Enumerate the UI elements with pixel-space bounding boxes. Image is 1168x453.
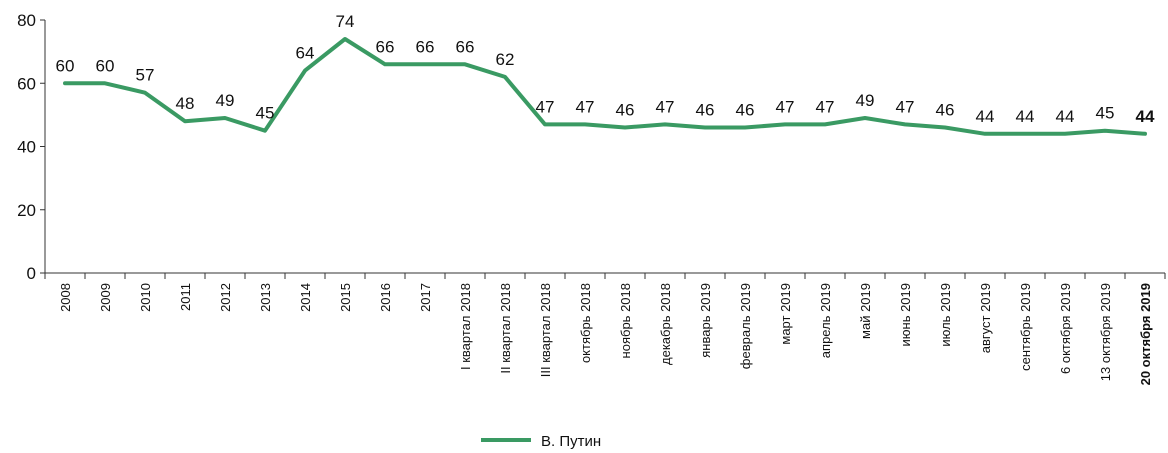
y-tick-label: 60 [17, 74, 36, 93]
x-tick-label: 2010 [138, 283, 153, 312]
axes [44, 20, 1165, 274]
x-tick-label: июль 2019 [938, 283, 953, 347]
x-tick-label: март 2019 [778, 283, 793, 345]
x-tick-label: III квартал 2018 [538, 283, 553, 377]
data-label: 74 [336, 12, 355, 31]
x-tick-label: 2017 [418, 283, 433, 312]
data-label: 66 [456, 37, 475, 56]
data-label: 44 [1056, 107, 1075, 126]
data-label: 47 [816, 97, 835, 116]
x-tick-label: 2014 [298, 283, 313, 312]
data-label: 57 [136, 66, 155, 85]
data-label: 45 [1096, 104, 1115, 123]
data-label: 44 [1136, 107, 1155, 126]
x-tick-label: 2011 [178, 283, 193, 311]
y-axis-ticks: 0 20 40 60 80 [17, 11, 45, 283]
x-tick-label: 2013 [258, 283, 273, 312]
data-labels: 60 60 57 48 49 45 64 74 66 66 66 62 47 47 46 47 46 46 47 47… [56, 12, 1155, 126]
data-label: 64 [296, 44, 315, 63]
x-tick-label: 6 октября 2019 [1058, 283, 1073, 374]
legend-label: В. Путин [541, 433, 601, 450]
x-tick-label: 2015 [338, 283, 353, 312]
x-tick-label: I квартал 2018 [458, 283, 473, 370]
x-tick-label: июнь 2019 [898, 283, 913, 347]
x-tick-label: октябрь 2018 [578, 283, 593, 363]
data-label: 45 [256, 104, 275, 123]
data-label: 47 [576, 97, 595, 116]
data-label: 60 [96, 56, 115, 75]
data-label: 47 [656, 97, 675, 116]
data-label: 46 [936, 101, 955, 120]
x-tick-label: ноябрь 2018 [618, 283, 633, 358]
series-line [63, 37, 1147, 136]
series-lines [63, 37, 1147, 136]
data-label: 47 [896, 97, 915, 116]
x-tick-label: январь 2019 [698, 283, 713, 358]
y-tick-label: 20 [17, 201, 36, 220]
data-label: 44 [1016, 107, 1035, 126]
data-label: 47 [776, 97, 795, 116]
x-tick-label: август 2019 [978, 283, 993, 353]
y-tick-label: 0 [27, 264, 36, 283]
y-tick-label: 80 [17, 11, 36, 30]
data-label: 44 [976, 107, 995, 126]
x-tick-label: апрель 2019 [818, 283, 833, 358]
data-label: 66 [376, 37, 395, 56]
x-tick-label: 2008 [58, 283, 73, 312]
data-label: 60 [56, 56, 75, 75]
data-label: 49 [216, 91, 235, 110]
legend: В. Путин [481, 433, 601, 450]
x-tick-label: 2012 [218, 283, 233, 312]
data-label: 46 [696, 101, 715, 120]
x-tick-label: сентябрь 2019 [1018, 283, 1033, 371]
x-tick-label: 20 октября 2019 [1138, 283, 1153, 385]
x-tick-label: 13 октября 2019 [1098, 283, 1113, 381]
data-label: 48 [176, 94, 195, 113]
x-tick-label: II квартал 2018 [498, 283, 513, 374]
x-tick-label: 2009 [98, 283, 113, 312]
y-tick-label: 40 [17, 138, 36, 157]
data-label: 62 [496, 50, 515, 69]
data-label: 46 [616, 101, 635, 120]
x-tick-label: май 2019 [858, 283, 873, 339]
x-axis-ticks: 2008 2009 2010 2011 2012 2013 2014 2015 2016 2017… [44, 273, 1166, 385]
x-tick-label: 2016 [378, 283, 393, 312]
data-label: 47 [536, 97, 555, 116]
x-tick-label: февраль 2019 [738, 283, 753, 369]
data-label: 49 [856, 91, 875, 110]
x-tick-label: декабрь 2018 [658, 283, 673, 365]
data-label: 66 [416, 37, 435, 56]
data-label: 46 [736, 101, 755, 120]
